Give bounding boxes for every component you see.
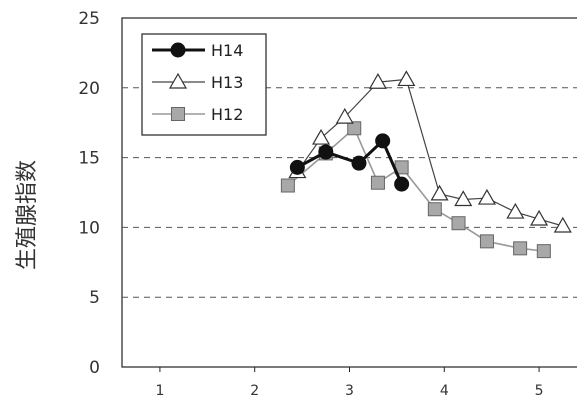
y-tick-label: 15 — [78, 149, 100, 169]
legend-marker — [170, 42, 186, 58]
legend-label: H12 — [211, 105, 243, 124]
series-line — [287, 126, 544, 252]
data-point — [312, 128, 331, 145]
x-tick-label: 2 — [250, 383, 259, 399]
data-point — [451, 216, 466, 231]
y-tick-label: 25 — [78, 9, 100, 29]
data-point — [394, 176, 410, 192]
y-axis-label: 生殖腺指数 — [15, 160, 40, 270]
y-tick-label: 20 — [78, 79, 100, 99]
data-point — [479, 234, 494, 249]
data-point — [513, 241, 528, 256]
y-tick-label: 5 — [89, 288, 100, 308]
data-point — [530, 209, 549, 226]
y-tick-label: 0 — [89, 358, 100, 378]
data-point — [280, 178, 295, 193]
x-tick-label: 5 — [535, 383, 544, 399]
data-point — [397, 70, 416, 87]
legend-label: H14 — [211, 41, 243, 60]
data-point — [289, 159, 305, 175]
data-point — [347, 121, 362, 136]
x-tick-label: 3 — [345, 383, 354, 399]
data-point — [368, 73, 387, 89]
legend-marker — [171, 107, 185, 121]
series-h13 — [288, 70, 572, 233]
data-point — [536, 244, 551, 259]
data-point — [553, 216, 572, 233]
x-tick-label: 4 — [440, 383, 449, 399]
data-point — [427, 202, 442, 217]
legend: H14 H13 H12 — [141, 33, 267, 136]
data-point — [370, 175, 385, 190]
data-point — [351, 155, 367, 171]
plot-area — [121, 17, 577, 368]
series-h14 — [289, 133, 410, 192]
data-point — [506, 202, 525, 219]
data-point — [430, 184, 449, 201]
data-point — [454, 190, 473, 207]
x-tick-label: 1 — [155, 383, 164, 399]
y-tick-label: 10 — [78, 218, 100, 238]
data-point — [318, 144, 334, 160]
data-point — [375, 133, 391, 149]
data-point — [335, 107, 354, 124]
legend-marker — [168, 72, 188, 89]
data-point — [477, 188, 496, 205]
legend-label: H13 — [211, 73, 243, 92]
